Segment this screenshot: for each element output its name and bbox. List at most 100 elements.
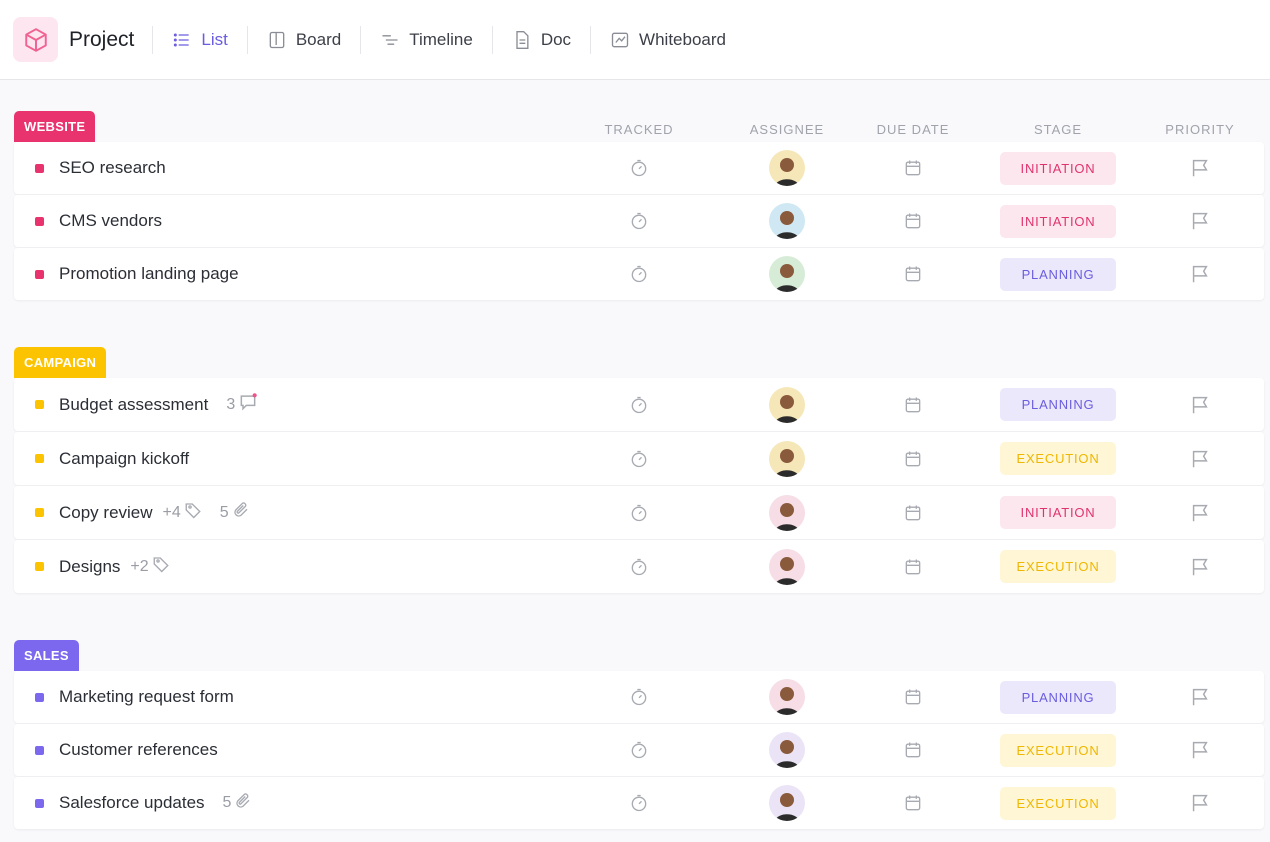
calendar-icon[interactable]	[903, 740, 923, 760]
tab-timeline[interactable]: Timeline	[361, 30, 492, 50]
status-dot[interactable]	[35, 745, 44, 755]
task-name[interactable]: Customer references	[59, 740, 218, 759]
group-tag[interactable]: SALES	[14, 640, 79, 671]
task-name[interactable]: Salesforce updates 5	[59, 792, 252, 815]
stage-badge[interactable]: EXECUTION	[1000, 550, 1116, 583]
calendar-icon[interactable]	[903, 557, 923, 577]
avatar[interactable]	[769, 548, 805, 585]
avatar[interactable]	[769, 494, 805, 531]
calendar-icon[interactable]	[903, 264, 923, 284]
flag-icon[interactable]	[1189, 263, 1211, 285]
stage-badge[interactable]: PLANNING	[1000, 388, 1116, 421]
status-dot[interactable]	[35, 400, 44, 409]
status-dot[interactable]	[35, 562, 44, 571]
task-name[interactable]: CMS vendors	[59, 211, 162, 230]
task-row[interactable]: CMS vendors INITIATION	[14, 195, 1264, 247]
task-name[interactable]: Promotion landing page	[59, 264, 239, 283]
flag-icon[interactable]	[1189, 394, 1211, 416]
tab-board[interactable]: Board	[248, 30, 360, 50]
stage-badge[interactable]: INITIATION	[1000, 496, 1116, 529]
flag-icon[interactable]	[1189, 502, 1211, 524]
task-row[interactable]: Copy review +4 5 INITIATION	[14, 486, 1264, 539]
flag-icon[interactable]	[1189, 210, 1211, 232]
calendar-icon[interactable]	[903, 449, 923, 469]
attachment-count[interactable]: 5	[223, 792, 253, 815]
flag-icon[interactable]	[1189, 556, 1211, 578]
calendar-icon[interactable]	[903, 211, 923, 231]
column-header-tracked[interactable]: TRACKED	[604, 122, 674, 137]
status-dot[interactable]	[35, 508, 44, 517]
task-row[interactable]: Customer references EXECUTION	[14, 724, 1264, 776]
timer-icon[interactable]	[629, 449, 649, 469]
status-dot[interactable]	[35, 454, 44, 463]
stage-badge[interactable]: PLANNING	[1000, 680, 1116, 714]
stage-badge[interactable]: EXECUTION	[1000, 733, 1116, 767]
calendar-icon[interactable]	[903, 793, 923, 813]
avatar[interactable]	[769, 785, 805, 821]
timer-icon[interactable]	[629, 158, 649, 178]
status-dot[interactable]	[35, 163, 44, 173]
flag-icon[interactable]	[1189, 739, 1211, 761]
group-tag[interactable]: CAMPAIGN	[14, 347, 107, 378]
tab-list[interactable]: List	[153, 30, 246, 50]
avatar[interactable]	[769, 256, 805, 292]
tab-whiteboard[interactable]: Whiteboard	[591, 30, 745, 50]
status-dot[interactable]	[35, 692, 44, 702]
timer-icon[interactable]	[629, 503, 649, 523]
status-dot[interactable]	[35, 798, 44, 808]
task-name[interactable]: Marketing request form	[59, 687, 234, 706]
status-dot[interactable]	[35, 269, 44, 279]
task-name[interactable]: SEO research	[59, 158, 166, 177]
task-name[interactable]: Designs +2	[59, 555, 170, 578]
stage-badge[interactable]: EXECUTION	[1000, 786, 1116, 820]
comment-count[interactable]: 3	[226, 392, 258, 417]
top-bar: Project List Board Timeline Doc Whiteboard	[0, 0, 1270, 80]
column-header-assignee[interactable]: ASSIGNEE	[749, 122, 825, 137]
status-dot[interactable]	[35, 216, 44, 226]
tag-count[interactable]: +2	[130, 555, 169, 578]
calendar-icon[interactable]	[903, 395, 923, 415]
stage-badge[interactable]: PLANNING	[1000, 257, 1116, 291]
timer-icon[interactable]	[629, 793, 649, 813]
tab-doc[interactable]: Doc	[493, 30, 590, 50]
task-name[interactable]: Copy review +4 5	[59, 501, 250, 524]
calendar-icon[interactable]	[903, 503, 923, 523]
flag-icon[interactable]	[1189, 792, 1211, 814]
column-header-stage[interactable]: STAGE	[1033, 122, 1083, 137]
task-row[interactable]: Salesforce updates 5 EXECUTION	[14, 777, 1264, 829]
task-name[interactable]: Campaign kickoff	[59, 448, 190, 468]
stage-badge[interactable]: INITIATION	[1000, 204, 1116, 238]
avatar[interactable]	[769, 386, 805, 423]
task-name[interactable]: Budget assessment 3	[59, 392, 258, 417]
avatar[interactable]	[769, 440, 805, 477]
task-row[interactable]: SEO research INITIATION	[14, 142, 1264, 194]
avatar[interactable]	[769, 203, 805, 239]
task-row[interactable]: Designs +2 EXECUTION	[14, 540, 1264, 593]
attachment-count[interactable]: 5	[220, 501, 250, 524]
task-row[interactable]: Promotion landing page PLANNING	[14, 248, 1264, 300]
task-row[interactable]: Budget assessment 3 PLANNING	[14, 378, 1264, 431]
avatar[interactable]	[769, 679, 805, 715]
column-header-due-date[interactable]: DUE DATE	[876, 122, 950, 137]
timer-icon[interactable]	[629, 687, 649, 707]
timer-icon[interactable]	[629, 740, 649, 760]
timer-icon[interactable]	[629, 557, 649, 577]
tag-count[interactable]: +4	[163, 501, 202, 524]
group-tag[interactable]: WEBSITE	[14, 111, 96, 142]
avatar[interactable]	[769, 150, 805, 186]
stage-badge[interactable]: INITIATION	[1000, 151, 1116, 185]
timer-icon[interactable]	[629, 395, 649, 415]
whiteboard-icon	[611, 32, 629, 47]
flag-icon[interactable]	[1189, 686, 1211, 708]
stage-badge[interactable]: EXECUTION	[1000, 442, 1116, 475]
calendar-icon[interactable]	[903, 687, 923, 707]
avatar[interactable]	[769, 732, 805, 768]
flag-icon[interactable]	[1189, 157, 1211, 179]
column-header-priority[interactable]: PRIORITY	[1165, 122, 1235, 137]
timer-icon[interactable]	[629, 211, 649, 231]
timer-icon[interactable]	[629, 264, 649, 284]
task-row[interactable]: Campaign kickoff EXECUTION	[14, 432, 1264, 485]
task-row[interactable]: Marketing request form PLANNING	[14, 671, 1264, 723]
flag-icon[interactable]	[1189, 448, 1211, 470]
calendar-icon[interactable]	[903, 158, 923, 178]
